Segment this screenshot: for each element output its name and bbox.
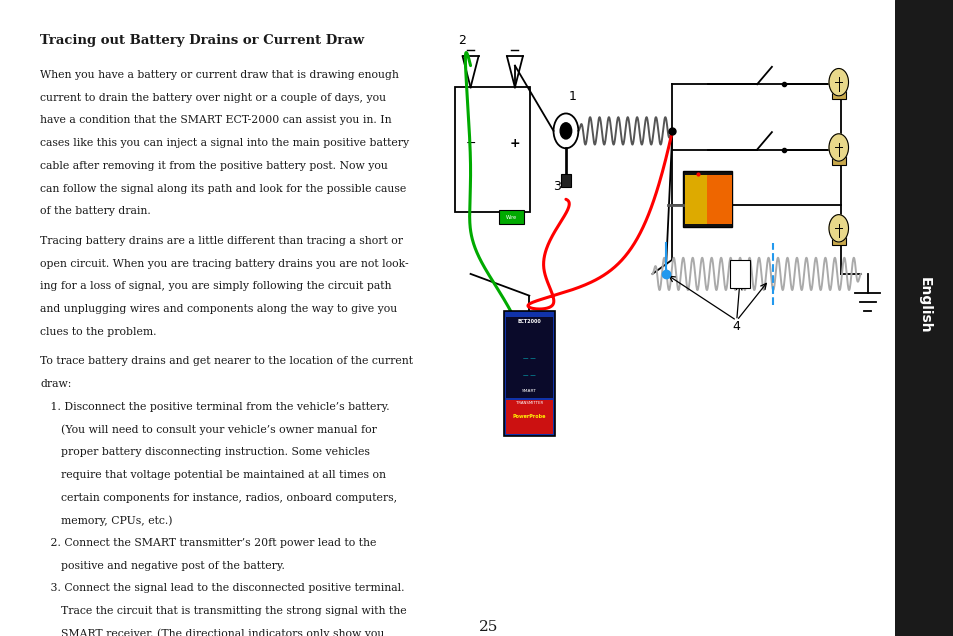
Text: English: English (917, 277, 930, 334)
Text: −: − (465, 137, 476, 150)
Bar (498, 211, 523, 224)
Circle shape (559, 123, 571, 139)
Bar (505, 317, 552, 398)
Text: cases like this you can inject a signal into the main positive battery: cases like this you can inject a signal … (40, 138, 409, 148)
Text: PowerProbe: PowerProbe (512, 415, 545, 419)
Text: +: + (509, 137, 519, 150)
Text: proper battery disconnecting instruction. Some vehicles: proper battery disconnecting instruction… (40, 447, 370, 457)
Bar (682, 171, 732, 227)
Text: TRANSMITTER: TRANSMITTER (516, 401, 542, 405)
Text: To trace battery drains and get nearer to the location of the current: To trace battery drains and get nearer t… (40, 356, 413, 366)
Bar (831, 233, 844, 245)
Text: Tracing out Battery Drains or Current Draw: Tracing out Battery Drains or Current Dr… (40, 34, 364, 46)
Bar (706, 175, 731, 223)
Text: cable after removing it from the positive battery post. Now you: cable after removing it from the positiv… (40, 161, 388, 171)
Bar (831, 87, 844, 99)
Text: current to drain the battery over night or a couple of days, you: current to drain the battery over night … (40, 93, 386, 102)
Text: 1: 1 (568, 90, 576, 103)
Text: Wire: Wire (505, 215, 517, 220)
Text: — —: — — (522, 373, 536, 378)
Text: 3: 3 (553, 181, 560, 193)
Circle shape (828, 69, 847, 96)
Text: of the battery drain.: of the battery drain. (40, 206, 151, 216)
Text: 25: 25 (478, 621, 498, 635)
Circle shape (828, 214, 847, 242)
Text: memory, CPUs, etc.): memory, CPUs, etc.) (40, 515, 172, 526)
Text: draw:: draw: (40, 379, 71, 389)
Bar (831, 152, 844, 165)
Text: 2: 2 (457, 34, 465, 47)
Text: Tracing battery drains are a little different than tracing a short or: Tracing battery drains are a little diff… (40, 236, 403, 246)
Text: positive and negative post of the battery.: positive and negative post of the batter… (40, 561, 285, 570)
Text: 3. Connect the signal lead to the disconnected positive terminal.: 3. Connect the signal lead to the discon… (40, 583, 404, 593)
Text: and unplugging wires and components along the way to give you: and unplugging wires and components alon… (40, 304, 396, 314)
Text: — —: — — (522, 356, 536, 361)
Text: ECT2000: ECT2000 (517, 319, 540, 324)
Bar (503, 311, 555, 436)
Text: require that voltage potential be maintained at all times on: require that voltage potential be mainta… (40, 470, 386, 480)
Text: SMART receiver. (The directional indicators only show you: SMART receiver. (The directional indicat… (40, 629, 384, 636)
Bar (505, 399, 552, 434)
Text: certain components for instance, radios, onboard computers,: certain components for instance, radios,… (40, 492, 396, 502)
Text: clues to the problem.: clues to the problem. (40, 327, 156, 336)
Bar (729, 260, 749, 287)
Text: ing for a loss of signal, you are simply following the circuit path: ing for a loss of signal, you are simply… (40, 281, 391, 291)
Text: When you have a battery or current draw that is drawing enough: When you have a battery or current draw … (40, 70, 398, 80)
Text: 4: 4 (732, 321, 740, 333)
Text: have a condition that the SMART ECT-2000 can assist you in. In: have a condition that the SMART ECT-2000… (40, 115, 392, 125)
Bar (684, 175, 706, 223)
Text: SMART: SMART (521, 389, 537, 393)
Text: (You will need to consult your vehicle’s owner manual for: (You will need to consult your vehicle’s… (40, 424, 376, 435)
Text: open circuit. When you are tracing battery drains you are not look-: open circuit. When you are tracing batte… (40, 259, 408, 268)
Text: 1. Disconnect the positive terminal from the vehicle’s battery.: 1. Disconnect the positive terminal from… (40, 402, 389, 411)
Bar (455, 87, 530, 212)
Text: Trace the circuit that is transmitting the strong signal with the: Trace the circuit that is transmitting t… (40, 606, 406, 616)
Bar (560, 174, 571, 187)
Text: ———: ——— (522, 413, 535, 418)
Text: can follow the signal along its path and look for the possible cause: can follow the signal along its path and… (40, 184, 406, 193)
Circle shape (828, 134, 847, 161)
Text: 2. Connect the SMART transmitter’s 20ft power lead to the: 2. Connect the SMART transmitter’s 20ft … (40, 538, 376, 548)
